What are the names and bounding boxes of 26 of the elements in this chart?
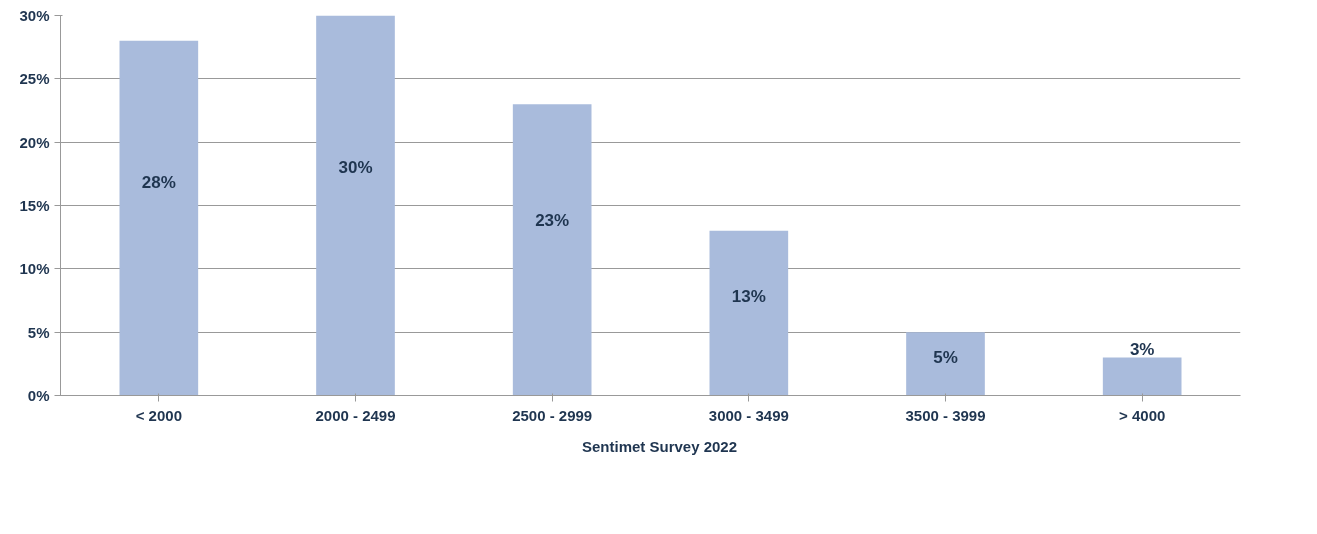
text: 5%: [933, 348, 958, 367]
bar: [512, 104, 592, 396]
y-tick-label: 20%: [19, 133, 50, 151]
x-tick-label: 3500 - 3999: [905, 406, 986, 424]
text: Sentimet Survey 2022: [581, 437, 738, 455]
x-tick-label: 2500 - 2999: [512, 406, 593, 424]
y-tick-label: 30%: [19, 7, 50, 24]
x-tick-label: 3000 - 3499: [708, 406, 789, 424]
bar: [316, 15, 395, 396]
text: 13%: [731, 287, 766, 307]
x-tick-label: > 4000: [1119, 406, 1166, 424]
y-tick-label: 25%: [19, 70, 50, 88]
bar: [119, 40, 199, 396]
y-tick-label: 0%: [27, 387, 50, 404]
text: 3%: [1129, 340, 1155, 360]
text: 28%: [141, 173, 176, 193]
bar: [709, 230, 789, 396]
text: 30%: [338, 158, 373, 177]
y-tick-label: 5%: [27, 323, 50, 341]
text: 23%: [535, 211, 570, 231]
bar: [1102, 357, 1182, 396]
y-tick-label: 10%: [19, 260, 50, 278]
x-tick-label: < 2000: [135, 406, 182, 424]
x-tick-label: 2000 - 2499: [315, 406, 396, 424]
bar: [906, 332, 985, 396]
y-tick-label: 15%: [19, 197, 50, 214]
